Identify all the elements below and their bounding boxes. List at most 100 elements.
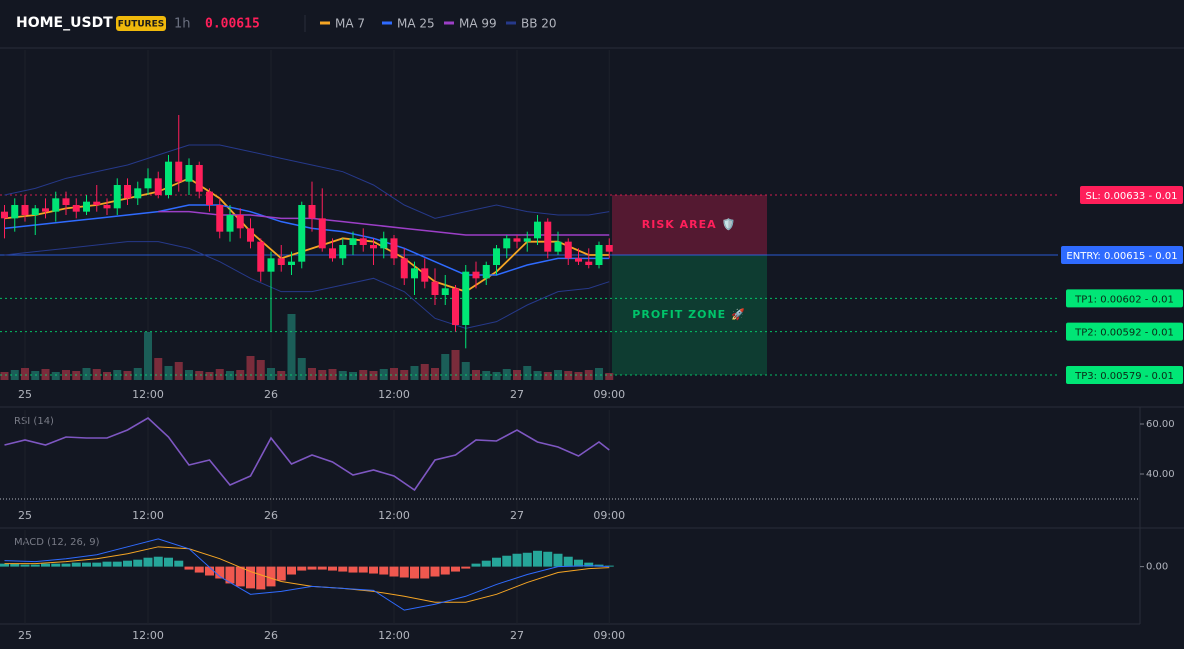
- candle-body: [544, 221, 552, 252]
- volume-bar: [185, 370, 193, 380]
- volume-bar: [318, 370, 327, 380]
- candle-body: [513, 238, 521, 242]
- macd-histogram: [276, 566, 286, 581]
- candle-body: [42, 208, 49, 212]
- candle-body: [411, 268, 418, 279]
- volume-bar: [308, 368, 316, 380]
- candle-body: [11, 205, 19, 219]
- macd-line: [4, 538, 610, 611]
- rsi-line: [4, 417, 610, 492]
- x-tick-label: 27: [510, 509, 524, 522]
- candle-body: [349, 238, 357, 245]
- volume-bar: [297, 358, 306, 380]
- volume-bar: [328, 369, 337, 380]
- macd-histogram: [133, 559, 143, 567]
- volume-bar: [103, 372, 111, 380]
- volume-bar: [51, 372, 60, 380]
- macd-histogram: [10, 563, 20, 567]
- legend-label: BB 20: [521, 17, 557, 31]
- macd-histogram: [82, 562, 91, 567]
- candle-body: [339, 245, 347, 259]
- candle-body: [124, 185, 131, 199]
- x-tick-label: 09:00: [593, 388, 625, 401]
- level-tag: [1066, 366, 1183, 384]
- volume-bar: [195, 371, 204, 380]
- volume-bar: [133, 368, 142, 380]
- candle-body: [154, 178, 162, 195]
- candle-body: [400, 258, 408, 279]
- level-tag: [1080, 186, 1183, 204]
- y-tick-label: 0.00: [1146, 562, 1168, 573]
- badge: FUTURES: [118, 20, 164, 30]
- x-tick-label: 26: [264, 388, 278, 401]
- macd-histogram: [20, 564, 30, 567]
- volume-bar: [144, 332, 152, 380]
- volume-bar: [174, 362, 183, 380]
- candle-body: [452, 288, 459, 325]
- x-tick-label: 25: [18, 388, 32, 401]
- macd-histogram: [0, 563, 9, 567]
- symbol: HOME_USDT: [16, 15, 113, 31]
- x-tick-label: 09:00: [593, 629, 625, 642]
- macd-histogram: [379, 566, 389, 575]
- volume-bar: [215, 369, 224, 380]
- macd-histogram: [297, 566, 307, 571]
- macd-histogram: [348, 566, 358, 573]
- macd-histogram: [225, 566, 235, 584]
- volume-bar: [359, 370, 368, 380]
- macd-histogram: [30, 564, 40, 567]
- volume-bar: [390, 368, 398, 380]
- volume-bar: [410, 366, 419, 380]
- macd-histogram: [358, 566, 368, 573]
- macd-histogram: [112, 561, 122, 567]
- level-label: SL: 0.00633 - 0.01: [1085, 191, 1177, 202]
- volume-bar: [338, 371, 347, 380]
- volume-bar: [164, 366, 173, 380]
- macd-histogram: [92, 562, 102, 567]
- candle-body: [288, 261, 295, 265]
- volume-bar: [584, 370, 593, 380]
- macd-histogram: [153, 556, 163, 567]
- candle-body: [195, 165, 203, 192]
- volume-bar: [564, 371, 573, 380]
- candle-body: [462, 271, 470, 325]
- candle-body: [21, 205, 29, 215]
- macd-histogram: [451, 566, 460, 572]
- candle-body: [93, 201, 101, 205]
- volume-bar: [543, 372, 552, 380]
- macd-histogram: [317, 566, 327, 570]
- level-tag: [1061, 246, 1183, 264]
- level-label: TP1: 0.00602 - 0.01: [1074, 294, 1174, 305]
- candle-body: [472, 271, 480, 279]
- last-price: 0.00615: [205, 17, 260, 32]
- candle-body: [431, 281, 439, 295]
- macd-histogram: [71, 562, 81, 567]
- x-tick-label: 25: [18, 629, 32, 642]
- macd-histogram: [184, 566, 194, 570]
- candle-body: [534, 221, 541, 239]
- volume-bar: [554, 370, 562, 380]
- candle-body: [216, 205, 224, 232]
- macd-histogram: [123, 560, 132, 567]
- volume-bar: [533, 371, 542, 380]
- candle-body: [585, 261, 593, 265]
- volume-bar: [379, 369, 388, 380]
- volume-bar: [123, 371, 132, 380]
- legend-label: MA 99: [459, 17, 497, 31]
- volume-bar: [246, 356, 255, 380]
- x-tick-label: 27: [510, 388, 524, 401]
- badge-bg: [116, 16, 166, 31]
- volume-bar: [349, 372, 357, 380]
- x-tick-label: 27: [510, 629, 524, 642]
- macd-histogram: [461, 566, 471, 569]
- level-tag: [1066, 322, 1183, 341]
- candle-body: [493, 248, 500, 265]
- level-tag: [1066, 289, 1183, 308]
- macd-histogram: [512, 553, 522, 567]
- candle-body: [318, 218, 326, 249]
- macd-histogram: [338, 566, 348, 572]
- zone-label: PROFIT ZONE 🚀: [632, 308, 745, 321]
- candle-body: [134, 188, 142, 199]
- macd-histogram: [164, 557, 173, 567]
- candle-body: [390, 238, 398, 259]
